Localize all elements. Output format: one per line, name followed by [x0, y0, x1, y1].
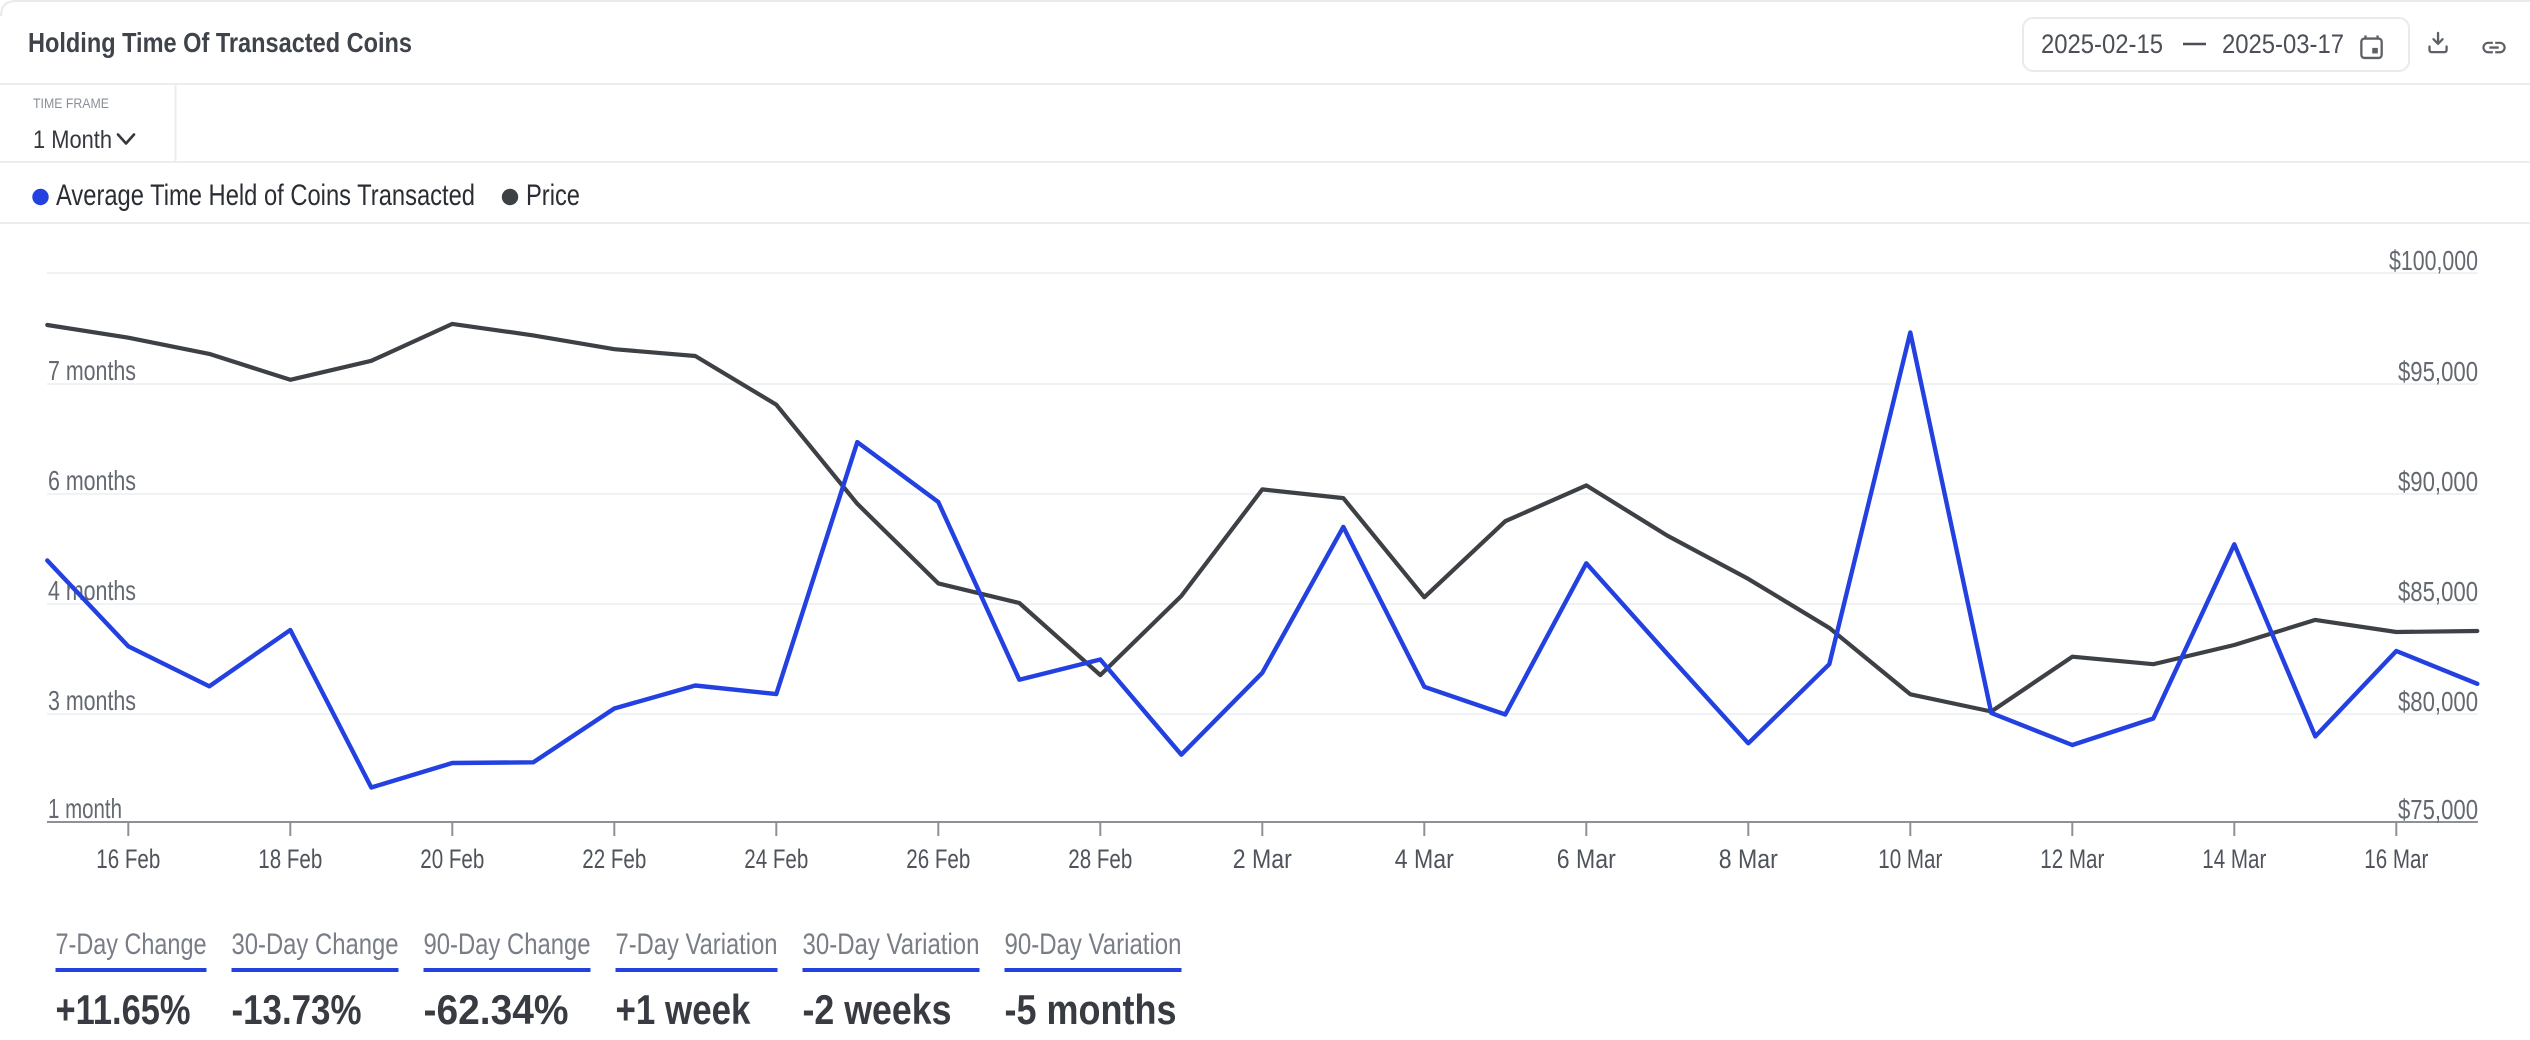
- svg-text:$95,000: $95,000: [2398, 356, 2478, 387]
- svg-text:1 Month: 1 Month: [33, 126, 112, 154]
- svg-text:28 Feb: 28 Feb: [1068, 844, 1132, 874]
- svg-text:-2 weeks: -2 weeks: [803, 986, 952, 1033]
- svg-text:16 Mar: 16 Mar: [2364, 844, 2428, 874]
- svg-text:30-Day Variation: 30-Day Variation: [803, 928, 980, 961]
- svg-text:3 months: 3 months: [48, 685, 136, 716]
- svg-text:6 months: 6 months: [48, 465, 136, 496]
- svg-text:30-Day Change: 30-Day Change: [232, 928, 399, 961]
- svg-text:14 Mar: 14 Mar: [2202, 844, 2266, 874]
- svg-text:$75,000: $75,000: [2398, 794, 2478, 825]
- svg-text:+1 week: +1 week: [616, 986, 752, 1033]
- svg-text:20 Feb: 20 Feb: [420, 844, 484, 874]
- svg-text:$100,000: $100,000: [2389, 245, 2478, 276]
- svg-text:Holding Time Of Transacted Coi: Holding Time Of Transacted Coins: [28, 27, 412, 58]
- svg-text:7-Day Change: 7-Day Change: [56, 928, 207, 961]
- svg-text:8 Mar: 8 Mar: [1719, 844, 1778, 874]
- svg-text:2025-02-15: 2025-02-15: [2041, 29, 2163, 59]
- svg-text:24 Feb: 24 Feb: [744, 844, 808, 874]
- svg-text:90-Day Change: 90-Day Change: [424, 928, 591, 961]
- svg-text:26 Feb: 26 Feb: [906, 844, 970, 874]
- svg-text:18 Feb: 18 Feb: [258, 844, 322, 874]
- svg-text:$85,000: $85,000: [2398, 576, 2478, 607]
- svg-text:10 Mar: 10 Mar: [1878, 844, 1942, 874]
- svg-text:7-Day Variation: 7-Day Variation: [616, 928, 778, 961]
- svg-text:6 Mar: 6 Mar: [1557, 844, 1616, 874]
- svg-text:+11.65%: +11.65%: [56, 986, 191, 1033]
- svg-text:4 months: 4 months: [48, 575, 136, 606]
- svg-text:$80,000: $80,000: [2398, 686, 2478, 717]
- svg-text:-62.34%: -62.34%: [424, 986, 569, 1033]
- svg-text:7 months: 7 months: [48, 355, 136, 386]
- svg-text:90-Day Variation: 90-Day Variation: [1005, 928, 1182, 961]
- svg-text:2 Mar: 2 Mar: [1233, 844, 1292, 874]
- svg-text:Price: Price: [526, 179, 580, 212]
- svg-text:2025-03-17: 2025-03-17: [2222, 29, 2344, 59]
- svg-text:Average Time Held of Coins Tra: Average Time Held of Coins Transacted: [56, 179, 475, 212]
- svg-text:12 Mar: 12 Mar: [2040, 844, 2104, 874]
- svg-text:-5 months: -5 months: [1005, 986, 1177, 1033]
- svg-text:4 Mar: 4 Mar: [1395, 844, 1454, 874]
- svg-text:$90,000: $90,000: [2398, 466, 2478, 497]
- svg-text:22 Feb: 22 Feb: [582, 844, 646, 874]
- svg-text:-13.73%: -13.73%: [232, 986, 362, 1033]
- svg-text:TIME FRAME: TIME FRAME: [33, 95, 109, 111]
- svg-text:16 Feb: 16 Feb: [96, 844, 160, 874]
- svg-text:1 month: 1 month: [48, 793, 122, 824]
